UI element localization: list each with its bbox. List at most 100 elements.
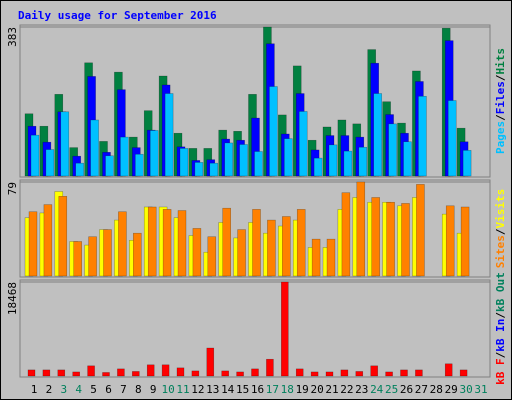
bar: [224, 142, 233, 177]
bar: [161, 364, 170, 377]
bar: [267, 219, 276, 277]
bar: [388, 123, 397, 177]
bar: [282, 216, 291, 277]
bar: [371, 197, 380, 277]
x-tick-label: 17: [266, 383, 279, 396]
x-tick-label: 9: [150, 383, 157, 396]
x-tick-label: 12: [191, 383, 204, 396]
bar: [87, 365, 95, 377]
bar: [28, 211, 38, 277]
bar: [386, 201, 395, 277]
bar: [222, 207, 231, 277]
bar: [42, 369, 51, 377]
bar: [209, 162, 219, 177]
legend: Pages/Files/Hits: [494, 48, 507, 154]
bar: [239, 144, 248, 177]
x-tick-label: 7: [120, 383, 127, 396]
bar: [284, 138, 293, 177]
bar: [295, 368, 304, 377]
bar: [102, 372, 110, 377]
bar: [416, 184, 425, 277]
bar: [236, 371, 244, 377]
bar: [90, 119, 99, 177]
bar: [73, 241, 82, 277]
x-tick-label: 14: [221, 383, 235, 396]
x-tick-label: 26: [400, 383, 413, 396]
bar: [415, 369, 423, 377]
bar: [340, 369, 349, 377]
bar: [177, 210, 187, 277]
x-tick-label: 4: [75, 383, 82, 396]
x-tick-label: 8: [135, 383, 142, 396]
bar: [135, 153, 144, 177]
chart-title: Daily usage for September 2016: [18, 9, 217, 22]
x-tick-label: 13: [206, 383, 219, 396]
bar: [191, 370, 200, 377]
bar: [207, 236, 217, 277]
legend-separator: /: [494, 74, 507, 81]
x-tick-label: 31: [474, 383, 487, 396]
x-tick-label: 27: [415, 383, 428, 396]
y-tick-label: 18468: [6, 282, 19, 315]
bar: [266, 358, 274, 377]
bar: [179, 148, 189, 177]
bar: [221, 370, 229, 377]
bar: [356, 181, 366, 277]
legend-item: Sites: [494, 235, 507, 268]
x-tick-label: 5: [90, 383, 97, 396]
bar: [120, 136, 129, 177]
bar: [88, 236, 97, 277]
bar: [358, 146, 368, 177]
bar: [60, 111, 70, 177]
bar: [341, 192, 351, 277]
bar: [251, 368, 259, 377]
x-tick-label: 25: [385, 383, 398, 396]
x-tick-label: 15: [236, 383, 249, 396]
legend: Sites/Visits: [494, 189, 507, 269]
x-tick-label: 28: [430, 383, 443, 396]
bar: [296, 209, 306, 277]
legend-separator: /: [494, 351, 507, 358]
bar: [269, 86, 278, 177]
bar: [281, 281, 289, 377]
bar: [418, 95, 427, 177]
bar: [447, 100, 457, 177]
y-tick-label: 383: [6, 27, 19, 47]
bar: [462, 150, 472, 177]
bar: [373, 93, 382, 177]
bar: [311, 238, 321, 277]
x-tick-label: 16: [251, 383, 264, 396]
y-tick-label: 79: [6, 182, 19, 195]
bar: [132, 371, 140, 377]
bar: [43, 204, 53, 277]
bar: [162, 209, 172, 277]
bar: [325, 371, 334, 377]
bar: [117, 368, 125, 377]
x-tick-label: 22: [340, 383, 353, 396]
bar: [105, 155, 114, 177]
bar: [254, 151, 263, 177]
bar: [326, 238, 336, 277]
bar: [370, 365, 378, 377]
bar: [57, 369, 66, 377]
x-tick-label: 6: [105, 383, 112, 396]
x-tick-label: 19: [296, 383, 309, 396]
bar: [401, 203, 410, 277]
x-tick-label: 18: [281, 383, 294, 396]
x-tick-label: 1: [31, 383, 38, 396]
bar: [385, 371, 393, 377]
bar: [445, 205, 455, 277]
bar: [194, 162, 204, 177]
bar: [403, 141, 412, 177]
legend-item: Hits: [494, 48, 507, 75]
x-tick-label: 10: [161, 383, 174, 396]
legend-item: Pages: [494, 121, 507, 154]
legend-item: Files: [494, 81, 507, 114]
bar: [118, 211, 127, 277]
bar: [459, 369, 468, 377]
bar: [72, 371, 80, 377]
bar: [164, 93, 174, 177]
bar: [310, 371, 319, 377]
x-tick-label: 29: [445, 383, 458, 396]
